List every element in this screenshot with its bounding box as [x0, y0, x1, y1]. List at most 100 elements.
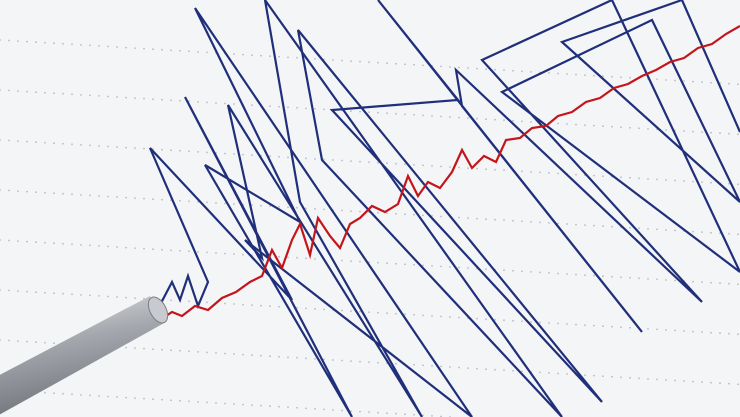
grid-dot	[701, 381, 703, 383]
grid-dot	[737, 233, 739, 236]
grid-dot	[674, 379, 676, 382]
grid-dot	[314, 408, 316, 410]
grid-dot	[332, 59, 334, 61]
grid-dot	[395, 412, 397, 415]
grid-dot	[251, 354, 253, 356]
grid-dot	[584, 374, 586, 376]
grid-dot	[206, 51, 208, 54]
grid-dot	[620, 126, 622, 129]
seismic-trace-red	[159, 25, 740, 321]
grid-dot	[305, 357, 307, 360]
grid-dot	[404, 163, 406, 166]
grid-dot	[449, 66, 451, 68]
grid-dot	[503, 169, 505, 172]
grid-dot	[269, 305, 271, 308]
grid-dot	[404, 413, 406, 416]
grid-dot	[44, 391, 46, 394]
grid-dot	[170, 249, 172, 252]
grid-dot	[107, 295, 109, 298]
grid-dot	[125, 196, 127, 199]
grid-dot	[278, 55, 280, 58]
grid-dot	[404, 313, 406, 316]
grid-dot	[26, 240, 28, 243]
grid-dot	[26, 290, 28, 293]
grid-dot	[107, 95, 109, 98]
grid-dot	[530, 221, 532, 223]
grid-dot	[251, 104, 253, 106]
grid-dot	[17, 140, 19, 143]
grid-dot	[80, 194, 82, 196]
grid-dot	[710, 381, 712, 384]
grid-dot	[440, 315, 442, 318]
grid-dot	[566, 323, 568, 325]
grid-dot	[143, 397, 145, 400]
grid-dot	[35, 191, 37, 194]
grid-dot	[359, 60, 361, 63]
grid-dot	[278, 355, 280, 358]
grid-dot	[179, 349, 181, 352]
grid-dot	[179, 99, 181, 102]
grid-dot	[134, 97, 136, 99]
grid-dot	[35, 341, 37, 344]
grid-dot	[197, 151, 199, 153]
grid-dot	[629, 376, 631, 379]
grid-dot	[305, 157, 307, 160]
grid-dot	[242, 253, 244, 256]
grid-dot	[602, 325, 604, 328]
grid-dot	[89, 144, 91, 147]
grid-dot	[305, 207, 307, 210]
grid-dot	[152, 98, 154, 101]
grid-dot	[521, 270, 523, 273]
grid-dot	[593, 374, 595, 377]
grid-dot	[521, 170, 523, 173]
grid-dot	[377, 361, 379, 364]
grid-dot	[530, 271, 532, 273]
grid-dot	[674, 329, 676, 332]
grid-dot	[566, 373, 568, 375]
grid-dot	[116, 396, 118, 398]
grid-dot	[440, 215, 442, 218]
grid-dot	[179, 49, 181, 52]
grid-dot	[422, 314, 424, 317]
grid-dot	[638, 177, 640, 180]
grid-dot	[629, 276, 631, 279]
grid-dot	[422, 164, 424, 167]
grid-dot	[314, 108, 316, 110]
grid-dot	[593, 124, 595, 127]
grid-dot	[539, 271, 541, 274]
grid-dot	[476, 317, 478, 320]
grid-dot	[125, 296, 127, 299]
grid-dot	[53, 342, 55, 345]
grid-dot	[674, 279, 676, 282]
grid-dot	[701, 331, 703, 333]
grid-dot	[305, 307, 307, 310]
grid-dot	[197, 51, 199, 53]
grid-dot	[89, 194, 91, 197]
grid-dot	[611, 125, 613, 128]
grid-dot	[359, 360, 361, 363]
grid-dot	[62, 292, 64, 295]
grid-dot	[395, 112, 397, 115]
grid-dot	[548, 272, 550, 274]
grid-dot	[584, 274, 586, 276]
grid-dot	[170, 399, 172, 402]
grid-dot	[314, 308, 316, 310]
grid-dot	[17, 340, 19, 342]
grid-dot	[485, 218, 487, 221]
grid-dot	[170, 149, 172, 152]
grid-dot	[413, 313, 415, 316]
grid-dot	[188, 50, 190, 53]
grid-dot	[278, 205, 280, 208]
grid-dot	[386, 212, 388, 215]
grid-dot	[656, 278, 658, 281]
grid-dot	[530, 321, 532, 323]
grid-dot	[638, 377, 640, 380]
grid-dot	[377, 311, 379, 314]
grid-dot	[503, 119, 505, 122]
grid-dot	[8, 189, 10, 192]
grid-dot	[206, 201, 208, 204]
grid-dot	[350, 260, 352, 262]
grid-dot	[8, 339, 10, 342]
grid-dot	[242, 153, 244, 156]
